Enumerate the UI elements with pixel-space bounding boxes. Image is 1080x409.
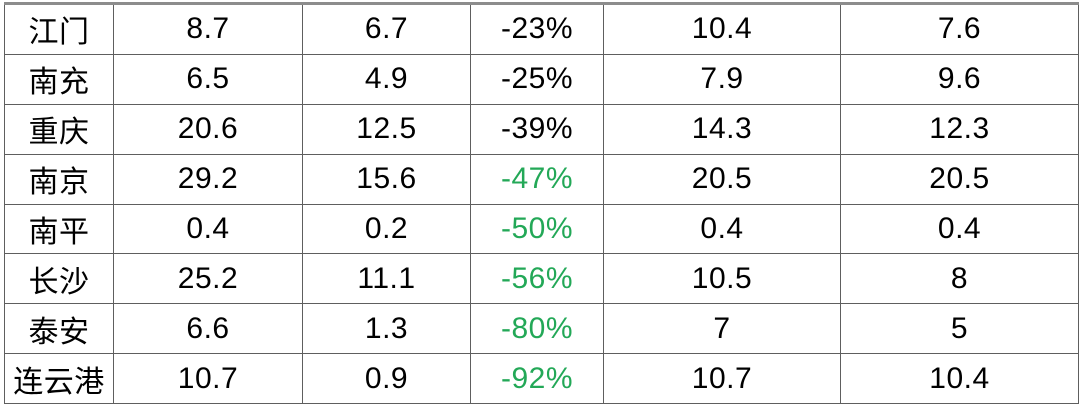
pct-change-cell: -80% [470,303,604,355]
value-cell: 7 [603,303,841,355]
value-cell: 0.4 [113,203,303,255]
table-row: 南充 6.5 4.9 -25% 7.9 9.6 [4,53,1079,105]
value-cell: 8.7 [113,2,303,55]
pct-change-cell: -92% [470,353,604,404]
value-cell: 0.9 [302,353,471,404]
value-cell: 0.4 [603,203,841,255]
value-cell: 12.3 [840,103,1079,155]
value-cell: 9.6 [840,53,1079,105]
value-cell: 10.7 [113,353,303,404]
value-cell: 20.5 [603,153,841,205]
city-cell: 长沙 [4,253,114,305]
value-cell: 20.5 [840,153,1079,205]
pct-change-cell: -56% [470,253,604,305]
value-cell: 10.7 [603,353,841,404]
value-cell: 10.4 [840,353,1079,404]
pct-change-cell: -47% [470,153,604,205]
value-cell: 20.6 [113,103,303,155]
value-cell: 6.5 [113,53,303,105]
city-data-table: 江门 8.7 6.7 -23% 10.4 7.6 南充 6.5 4.9 -25%… [4,2,1079,404]
value-cell: 1.3 [302,303,471,355]
table-body: 江门 8.7 6.7 -23% 10.4 7.6 南充 6.5 4.9 -25%… [4,2,1079,404]
value-cell: 25.2 [113,253,303,305]
table-row: 江门 8.7 6.7 -23% 10.4 7.6 [4,2,1079,55]
value-cell: 6.7 [302,2,471,55]
value-cell: 0.2 [302,203,471,255]
value-cell: 5 [840,303,1079,355]
value-cell: 0.4 [840,203,1079,255]
value-cell: 10.4 [603,2,841,55]
table-row: 连云港 10.7 0.9 -92% 10.7 10.4 [4,353,1079,404]
table-row: 泰安 6.6 1.3 -80% 7 5 [4,303,1079,355]
value-cell: 6.6 [113,303,303,355]
value-cell: 10.5 [603,253,841,305]
city-cell: 连云港 [4,353,114,404]
city-cell: 重庆 [4,103,114,155]
city-cell: 南京 [4,153,114,205]
table-row: 南京 29.2 15.6 -47% 20.5 20.5 [4,153,1079,205]
table-row: 重庆 20.6 12.5 -39% 14.3 12.3 [4,103,1079,155]
city-cell: 江门 [4,2,114,55]
value-cell: 29.2 [113,153,303,205]
pct-change-cell: -23% [470,2,604,55]
value-cell: 8 [840,253,1079,305]
value-cell: 12.5 [302,103,471,155]
city-cell: 南充 [4,53,114,105]
table-row: 南平 0.4 0.2 -50% 0.4 0.4 [4,203,1079,255]
table-row: 长沙 25.2 11.1 -56% 10.5 8 [4,253,1079,305]
value-cell: 7.9 [603,53,841,105]
value-cell: 11.1 [302,253,471,305]
value-cell: 14.3 [603,103,841,155]
pct-change-cell: -25% [470,53,604,105]
value-cell: 15.6 [302,153,471,205]
pct-change-cell: -50% [470,203,604,255]
pct-change-cell: -39% [470,103,604,155]
value-cell: 7.6 [840,2,1079,55]
city-cell: 南平 [4,203,114,255]
city-cell: 泰安 [4,303,114,355]
value-cell: 4.9 [302,53,471,105]
